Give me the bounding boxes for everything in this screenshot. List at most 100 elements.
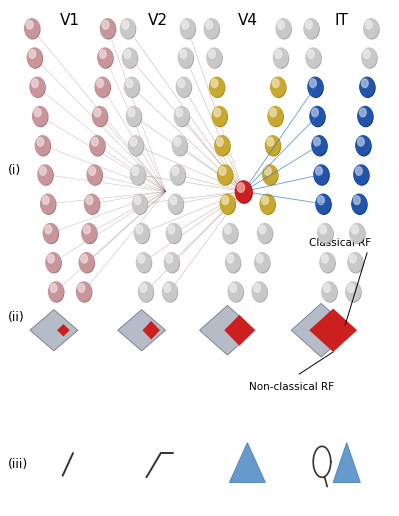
Circle shape <box>271 77 286 98</box>
Circle shape <box>304 19 320 40</box>
Circle shape <box>211 106 227 126</box>
Circle shape <box>251 281 267 302</box>
Circle shape <box>124 76 140 97</box>
Circle shape <box>265 136 281 156</box>
Circle shape <box>138 282 154 303</box>
Circle shape <box>98 48 114 69</box>
Circle shape <box>86 196 93 204</box>
Circle shape <box>132 195 148 215</box>
Circle shape <box>95 76 111 97</box>
Circle shape <box>273 48 289 69</box>
Circle shape <box>275 50 282 58</box>
Circle shape <box>126 107 142 127</box>
Circle shape <box>134 223 150 244</box>
Circle shape <box>273 47 288 68</box>
Circle shape <box>34 108 41 117</box>
Circle shape <box>356 167 362 175</box>
Circle shape <box>166 223 182 244</box>
Circle shape <box>357 106 373 126</box>
Circle shape <box>162 281 178 302</box>
Circle shape <box>255 253 271 273</box>
Circle shape <box>24 18 40 39</box>
Circle shape <box>46 253 62 273</box>
Circle shape <box>211 79 218 88</box>
Circle shape <box>122 48 138 69</box>
Circle shape <box>27 47 43 68</box>
Circle shape <box>40 167 46 175</box>
Circle shape <box>225 252 241 272</box>
Text: V1: V1 <box>60 13 80 28</box>
Circle shape <box>41 195 57 215</box>
Text: Classical RF: Classical RF <box>309 238 371 248</box>
Circle shape <box>361 47 377 68</box>
Circle shape <box>43 223 59 244</box>
Circle shape <box>176 77 192 98</box>
Circle shape <box>225 225 231 234</box>
Circle shape <box>313 164 329 185</box>
Circle shape <box>32 106 48 126</box>
Polygon shape <box>224 315 255 346</box>
Circle shape <box>78 284 85 292</box>
Circle shape <box>353 164 369 185</box>
Circle shape <box>92 106 108 126</box>
Circle shape <box>214 135 230 156</box>
Circle shape <box>168 225 175 234</box>
Circle shape <box>257 223 273 244</box>
Circle shape <box>164 284 171 292</box>
Circle shape <box>360 77 376 98</box>
Circle shape <box>270 76 286 97</box>
Circle shape <box>33 107 49 127</box>
Circle shape <box>82 223 98 244</box>
Circle shape <box>120 19 136 40</box>
Circle shape <box>359 76 375 97</box>
Circle shape <box>174 137 181 146</box>
Circle shape <box>128 136 144 156</box>
Circle shape <box>140 284 147 292</box>
Circle shape <box>178 47 194 68</box>
Circle shape <box>316 195 332 215</box>
Circle shape <box>32 79 38 88</box>
Circle shape <box>305 47 321 68</box>
Circle shape <box>49 282 65 303</box>
Circle shape <box>259 225 266 234</box>
Circle shape <box>348 284 354 292</box>
Circle shape <box>348 253 364 273</box>
Circle shape <box>350 254 356 263</box>
Circle shape <box>128 135 144 156</box>
Circle shape <box>267 137 274 146</box>
Circle shape <box>219 194 235 214</box>
Circle shape <box>209 50 215 58</box>
Circle shape <box>97 79 103 88</box>
Polygon shape <box>57 324 70 336</box>
Circle shape <box>120 18 136 39</box>
Circle shape <box>48 281 64 302</box>
Text: Non-classical RF: Non-classical RF <box>249 382 334 392</box>
Circle shape <box>29 50 36 58</box>
Circle shape <box>311 135 327 156</box>
Circle shape <box>306 48 322 69</box>
Circle shape <box>352 195 368 215</box>
Circle shape <box>174 106 190 126</box>
Circle shape <box>97 47 113 68</box>
Circle shape <box>310 79 316 88</box>
Circle shape <box>354 196 360 204</box>
Circle shape <box>308 77 324 98</box>
Circle shape <box>84 194 100 214</box>
Circle shape <box>212 107 228 127</box>
Circle shape <box>174 107 190 127</box>
Circle shape <box>87 164 103 185</box>
Circle shape <box>209 76 225 97</box>
Circle shape <box>93 107 109 127</box>
Polygon shape <box>229 443 265 482</box>
Circle shape <box>176 108 183 117</box>
Circle shape <box>217 165 233 186</box>
Circle shape <box>322 282 338 303</box>
Circle shape <box>132 194 148 214</box>
Circle shape <box>355 135 371 156</box>
Circle shape <box>178 79 185 88</box>
Circle shape <box>317 223 333 244</box>
Circle shape <box>312 136 328 156</box>
Circle shape <box>306 21 312 29</box>
Circle shape <box>206 47 222 68</box>
Circle shape <box>228 282 244 303</box>
